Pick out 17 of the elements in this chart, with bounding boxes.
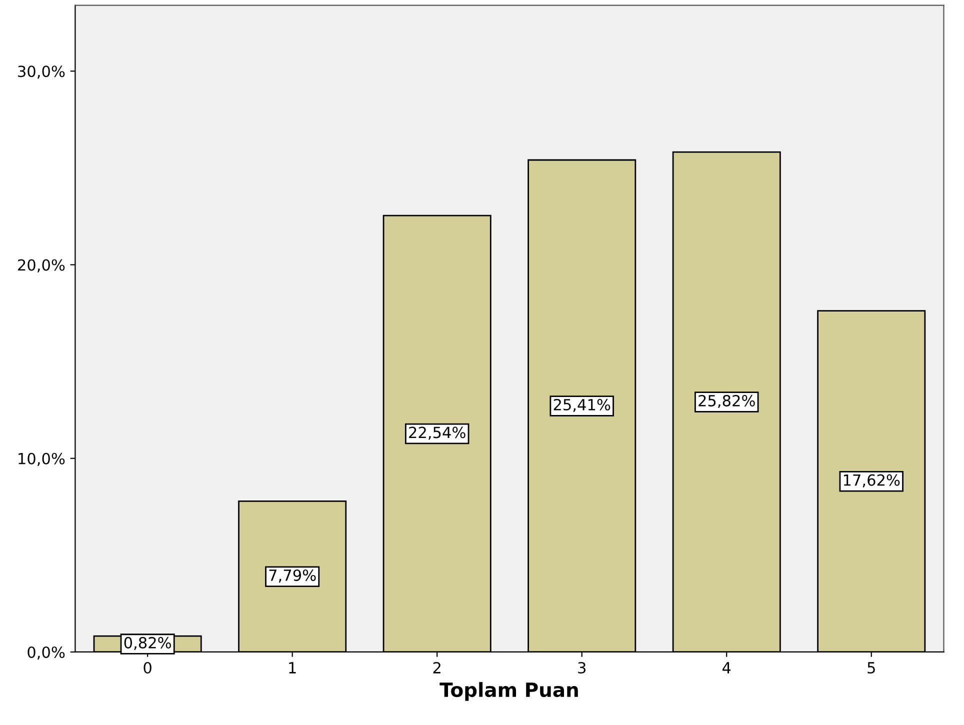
data-label: 17,62%	[844, 474, 900, 488]
data-label: 25,41%	[554, 398, 610, 412]
data-label: 0,82%	[124, 636, 171, 650]
data-label: 25,82%	[698, 394, 755, 408]
x-tick-label: 0	[144, 662, 152, 674]
x-tick-label: 4	[722, 662, 731, 674]
x-tick-label: 5	[868, 662, 875, 674]
x-axis-title: Toplam Puan	[440, 682, 578, 701]
data-label: 22,54%	[409, 426, 466, 440]
x-tick-label: 1	[289, 662, 296, 674]
y-tick-label: 20,0%	[18, 259, 65, 272]
y-tick-label: 30,0%	[18, 66, 65, 79]
y-tick-label: 10,0%	[18, 452, 65, 466]
data-label: 7,79%	[269, 569, 316, 583]
x-tick-label: 3	[578, 662, 586, 674]
y-tick-label: 0,0%	[28, 646, 65, 660]
x-tick-label: 2	[433, 662, 440, 674]
